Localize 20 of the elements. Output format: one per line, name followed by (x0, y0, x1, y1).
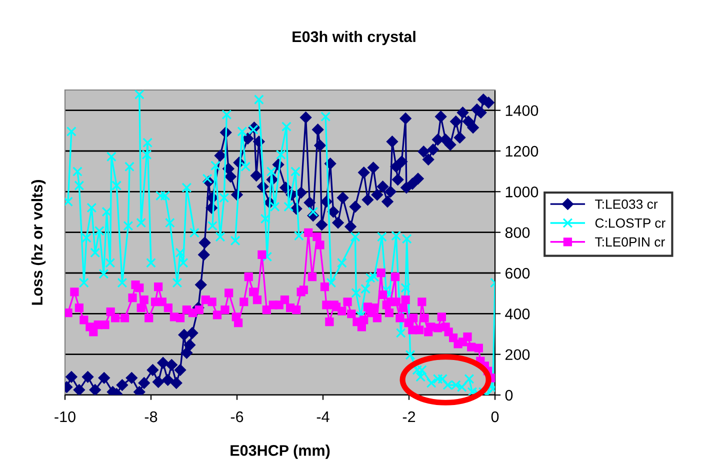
y-tick-label: 200 (505, 349, 530, 360)
legend-label: C:LOSTP cr (595, 218, 666, 228)
legend-label: T:LE0PIN cr (595, 237, 665, 247)
x-tick-label: -8 (144, 411, 158, 422)
x-tick-label: -6 (230, 411, 244, 422)
legend-label: T:LE033 cr (595, 200, 658, 209)
x-axis-title: E03HCP (mm) (230, 444, 330, 459)
x-tick-label: -10 (54, 411, 76, 422)
y-tick-label: 800 (505, 227, 530, 238)
y-tick-label: 1000 (506, 186, 538, 198)
y-axis-title: Loss (hz or volts) (31, 180, 46, 305)
y-tick-label: 1200 (506, 146, 538, 157)
x-tick-label: 0 (491, 411, 499, 422)
chart-title: E03h with crystal (292, 30, 416, 46)
y-tick-label: 0 (505, 390, 513, 401)
y-tick-label: 600 (506, 268, 530, 279)
x-tick-label: -2 (402, 411, 416, 422)
y-tick-label: 400 (505, 308, 530, 320)
y-tick-label: 1400 (506, 105, 538, 116)
x-tick-label: -4 (316, 412, 330, 422)
